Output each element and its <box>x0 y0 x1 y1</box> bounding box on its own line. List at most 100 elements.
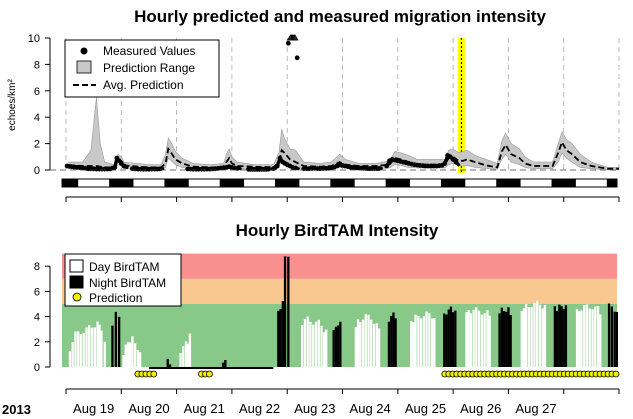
night-bar <box>283 256 287 367</box>
night-bar <box>392 312 395 367</box>
date-tick-label: Aug 19 <box>73 401 114 416</box>
day-bar <box>188 333 192 367</box>
day-bar <box>129 342 132 367</box>
day-bar <box>359 322 362 367</box>
day-bar <box>538 304 542 367</box>
day-bar <box>184 341 188 367</box>
night-bar <box>337 325 340 367</box>
day-bar <box>126 342 130 367</box>
day-bar <box>354 327 357 367</box>
night-block <box>62 179 79 187</box>
day-bar <box>98 324 101 367</box>
night-block <box>164 179 189 187</box>
night-bar <box>334 326 338 367</box>
day-bar <box>131 336 134 367</box>
bottom-y-tick-label: 4 <box>34 312 40 324</box>
avg-prediction-polyline <box>68 140 619 170</box>
year-label: 2013 <box>2 402 31 417</box>
measured-point <box>121 163 127 169</box>
night-bar <box>118 316 121 367</box>
legend-avg-label: Avg. Prediction <box>103 78 184 92</box>
day-bar <box>103 341 106 367</box>
night-bar <box>502 311 506 367</box>
day-bar <box>356 319 360 367</box>
night-bar <box>443 313 446 367</box>
day-bar <box>323 332 326 367</box>
day-bar <box>594 306 597 367</box>
night-bar <box>221 362 225 367</box>
legend-night-label: Night BirdTAM <box>89 276 166 290</box>
day-bar <box>431 318 434 367</box>
day-bar <box>419 318 423 367</box>
day-bar <box>312 324 315 367</box>
measured-outlier-clipped <box>291 34 299 41</box>
bottom-chart-legend: Day BirdTAM Night BirdTAM Prediction <box>64 253 182 307</box>
measured-point <box>274 163 280 169</box>
day-bar <box>90 327 94 367</box>
night-bar <box>114 311 117 367</box>
legend-day-label: Day BirdTAM <box>89 260 159 274</box>
day-bar <box>320 325 323 367</box>
highlight-rect <box>457 38 465 173</box>
measured-point <box>384 163 390 169</box>
bottom-chart-axes: 0 2 4 6 8 <box>34 261 51 374</box>
date-tick-label: Aug 24 <box>350 401 391 416</box>
top-chart-title: Hourly predicted and measured migration … <box>134 7 546 26</box>
night-bar <box>445 314 448 367</box>
night-block <box>606 179 617 187</box>
day-bar <box>425 311 428 367</box>
prediction-range-area <box>68 97 620 171</box>
bottom-chart-title: Hourly BirdTAM Intensity <box>236 221 439 240</box>
measured-outlier <box>294 55 300 61</box>
day-bar <box>478 310 481 367</box>
night-bar <box>339 321 342 367</box>
day-bar <box>475 307 478 367</box>
day-bar <box>486 310 489 367</box>
avg-prediction-line <box>68 140 619 170</box>
day-bar <box>74 331 77 367</box>
day-bar <box>77 331 80 367</box>
night-bar <box>454 310 457 367</box>
night-bar <box>447 309 450 367</box>
prediction-markers <box>134 370 620 378</box>
date-tick-label: Aug 21 <box>184 401 225 416</box>
day-bar <box>85 327 88 367</box>
day-bar <box>520 310 523 367</box>
day-bar <box>578 311 581 367</box>
night-bar <box>615 311 618 367</box>
day-bar <box>79 334 83 367</box>
day-bar <box>472 309 475 367</box>
day-bar <box>536 300 539 367</box>
top-y-tick-label: 8 <box>34 59 40 71</box>
prediction-marker <box>150 370 158 378</box>
day-bar <box>417 316 420 367</box>
night-block <box>440 179 466 187</box>
legend-measured-marker <box>80 47 88 55</box>
day-bar <box>433 318 436 367</box>
day-bar <box>591 309 594 367</box>
date-axis: Aug 19 Aug 20 Aug 21 Aug 22 Aug 23 Aug 24 Aug … <box>65 196 620 416</box>
day-bar <box>583 305 586 367</box>
night-bar <box>607 303 611 367</box>
day-bar <box>530 306 533 367</box>
night-bar <box>166 358 169 367</box>
day-bar <box>325 329 328 367</box>
day-bar <box>68 351 72 367</box>
day-bar <box>585 304 589 367</box>
day-bar <box>82 332 85 367</box>
legend-prediction-label: Prediction <box>89 291 142 305</box>
day-bar <box>317 319 320 367</box>
top-chart-legend: Measured Values Prediction Range Avg. Pr… <box>64 39 220 98</box>
legend-prediction-marker <box>72 292 82 302</box>
night-bar <box>498 313 501 367</box>
night-block <box>330 179 355 187</box>
night-bar <box>610 306 613 367</box>
legend-night-swatch <box>69 275 84 289</box>
highlight-band <box>457 38 465 173</box>
day-bar <box>364 314 367 367</box>
day-bar <box>93 327 96 367</box>
day-bar <box>483 313 486 367</box>
night-bar <box>387 321 391 367</box>
date-tick-label: Aug 25 <box>405 401 446 416</box>
